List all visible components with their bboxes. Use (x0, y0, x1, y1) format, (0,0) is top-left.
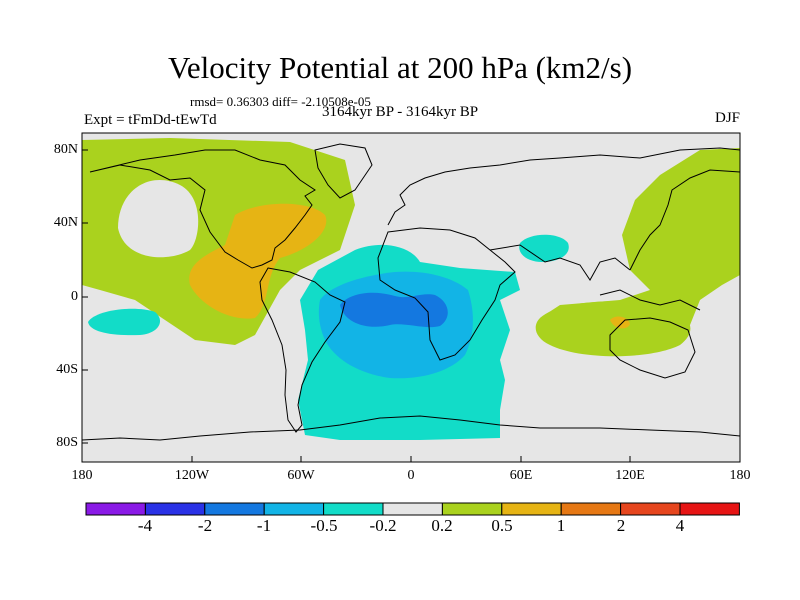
colorbar (85, 502, 740, 516)
experiment-label: Expt = tFmDd-tEwTd (84, 112, 217, 128)
lon-label-60w: 60W (287, 468, 315, 483)
coast-south-america (259, 267, 346, 433)
contour-east-pacific-negative-weak (88, 308, 160, 336)
coast-north-america (89, 149, 316, 269)
colorbar-label-8: 1 (556, 516, 566, 535)
colorbar-box-1 (85, 502, 146, 516)
coast-maritime (599, 289, 701, 311)
lon-label-180e: 180 (729, 468, 751, 483)
colorbar-box-5 (323, 502, 384, 516)
coast-arabia-india (489, 244, 631, 281)
stats-text: rmsd= 0.36303 diff= -2.10508e-05 (190, 94, 371, 109)
axis-ticks (81, 149, 741, 462)
colorbar-box-8 (501, 502, 562, 516)
colorbar-box-9 (560, 502, 622, 516)
plot-title: Velocity Potential at 200 hPa (km2/s) (167, 50, 633, 85)
lat-label-40n: 40N (53, 215, 78, 230)
map-area (82, 133, 740, 462)
colorbar-label-1: -4 (137, 516, 153, 535)
colorbar-label-9: 2 (616, 516, 626, 535)
coastlines (82, 143, 740, 441)
contour-atlantic-negative-strong (340, 292, 448, 328)
lon-label-60e: 60E (509, 468, 533, 483)
colorbar-box-11 (679, 502, 740, 516)
coast-africa (377, 227, 516, 361)
colorbar-label-5: -0.2 (369, 516, 397, 535)
colorbar-box-10 (620, 502, 681, 516)
lon-label-180w: 180 (71, 468, 93, 483)
colorbar-label-7: 0.5 (491, 516, 513, 535)
coast-australia (609, 317, 696, 379)
colorbar-label-10: 4 (675, 516, 685, 535)
colorbar-label-3: -1 (256, 516, 272, 535)
colorbar-box-7 (441, 502, 503, 516)
lon-label-120w: 120W (174, 468, 210, 483)
coast-europe (387, 147, 740, 226)
coast-antarctica (82, 415, 740, 441)
contour-southwest-pacific-positive (535, 301, 691, 357)
colorbar-box-2 (144, 502, 206, 516)
lat-label-0: 0 (71, 289, 78, 304)
colorbar-box-3 (204, 502, 265, 516)
coast-greenland (314, 143, 373, 199)
coast-east-asia (629, 169, 740, 271)
colorbar-label-2: -2 (197, 516, 213, 535)
lon-label-120e: 120E (615, 468, 645, 483)
colorbar-label-6: 0.2 (431, 516, 453, 535)
lat-label-80s: 80S (56, 435, 78, 450)
colorbar-box-6 (382, 502, 443, 516)
period-label: 3164kyr BP - 3164kyr BP (321, 104, 479, 120)
contour-pacific-low (118, 179, 199, 258)
lat-label-40s: 40S (56, 362, 78, 377)
lat-label-80n: 80N (53, 142, 78, 157)
contour-australia-positive-mid (610, 316, 630, 329)
lon-label-0: 0 (407, 468, 415, 483)
contour-atlantic-positive-mid (189, 203, 327, 319)
season-label: DJF (714, 110, 740, 126)
colorbar-box-4 (263, 502, 325, 516)
colorbar-label-4: -0.5 (310, 516, 338, 535)
contour-arabia-negative-weak (519, 234, 569, 262)
